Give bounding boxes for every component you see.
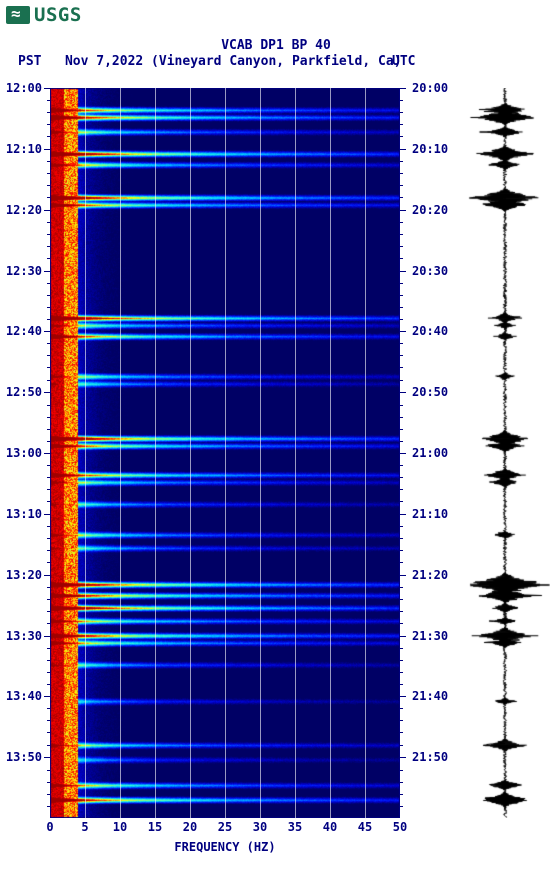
x-tick-label: 30	[253, 820, 267, 834]
left-tick-label: 12:00	[6, 81, 42, 95]
left-tick-label: 13:10	[6, 507, 42, 521]
left-tick-label: 13:40	[6, 689, 42, 703]
left-tick-label: 12:40	[6, 324, 42, 338]
tz-left-label: PST	[18, 54, 41, 69]
right-time-axis: 20:0020:1020:2020:3020:4020:5021:0021:10…	[400, 88, 460, 818]
left-tick-label: 13:30	[6, 629, 42, 643]
usgs-logo-mark	[6, 6, 30, 24]
left-time-axis: 12:0012:1012:2012:3012:4012:5013:0013:10…	[0, 88, 50, 818]
chart-title: VCAB DP1 BP 40	[0, 38, 552, 53]
frequency-axis-label: FREQUENCY (HZ)	[50, 840, 400, 854]
right-tick-label: 21:50	[412, 750, 448, 764]
usgs-logo: USGS	[6, 4, 82, 26]
spectrogram-plot	[50, 88, 400, 818]
left-tick-label: 13:00	[6, 446, 42, 460]
right-tick-label: 21:40	[412, 689, 448, 703]
right-tick-label: 21:30	[412, 629, 448, 643]
right-tick-label: 21:10	[412, 507, 448, 521]
x-tick-label: 50	[393, 820, 407, 834]
left-tick-label: 13:50	[6, 750, 42, 764]
right-tick-label: 20:50	[412, 385, 448, 399]
right-tick-label: 20:00	[412, 81, 448, 95]
x-tick-label: 15	[148, 820, 162, 834]
x-tick-label: 10	[113, 820, 127, 834]
frequency-axis: 05101520253035404550	[50, 820, 400, 840]
waveform-canvas	[460, 88, 550, 818]
x-tick-label: 25	[218, 820, 232, 834]
x-tick-label: 0	[46, 820, 53, 834]
tz-right-label: UTC	[392, 54, 415, 69]
x-tick-label: 45	[358, 820, 372, 834]
waveform-plot	[460, 88, 550, 818]
grid-overlay	[50, 88, 400, 818]
x-tick-label: 20	[183, 820, 197, 834]
date-label: Nov 7,2022 (Vineyard Canyon, Parkfield, …	[65, 54, 402, 69]
right-tick-label: 20:30	[412, 264, 448, 278]
usgs-logo-text: USGS	[34, 4, 82, 26]
right-tick-label: 20:40	[412, 324, 448, 338]
left-tick-label: 12:10	[6, 142, 42, 156]
right-tick-label: 20:10	[412, 142, 448, 156]
left-tick-label: 12:20	[6, 203, 42, 217]
chart-subtitle: PST Nov 7,2022 (Vineyard Canyon, Parkfie…	[18, 54, 448, 69]
x-tick-label: 40	[323, 820, 337, 834]
right-tick-label: 20:20	[412, 203, 448, 217]
left-tick-label: 12:30	[6, 264, 42, 278]
x-tick-label: 5	[81, 820, 88, 834]
right-tick-label: 21:00	[412, 446, 448, 460]
left-tick-label: 12:50	[6, 385, 42, 399]
left-tick-label: 13:20	[6, 568, 42, 582]
right-tick-label: 21:20	[412, 568, 448, 582]
x-tick-label: 35	[288, 820, 302, 834]
